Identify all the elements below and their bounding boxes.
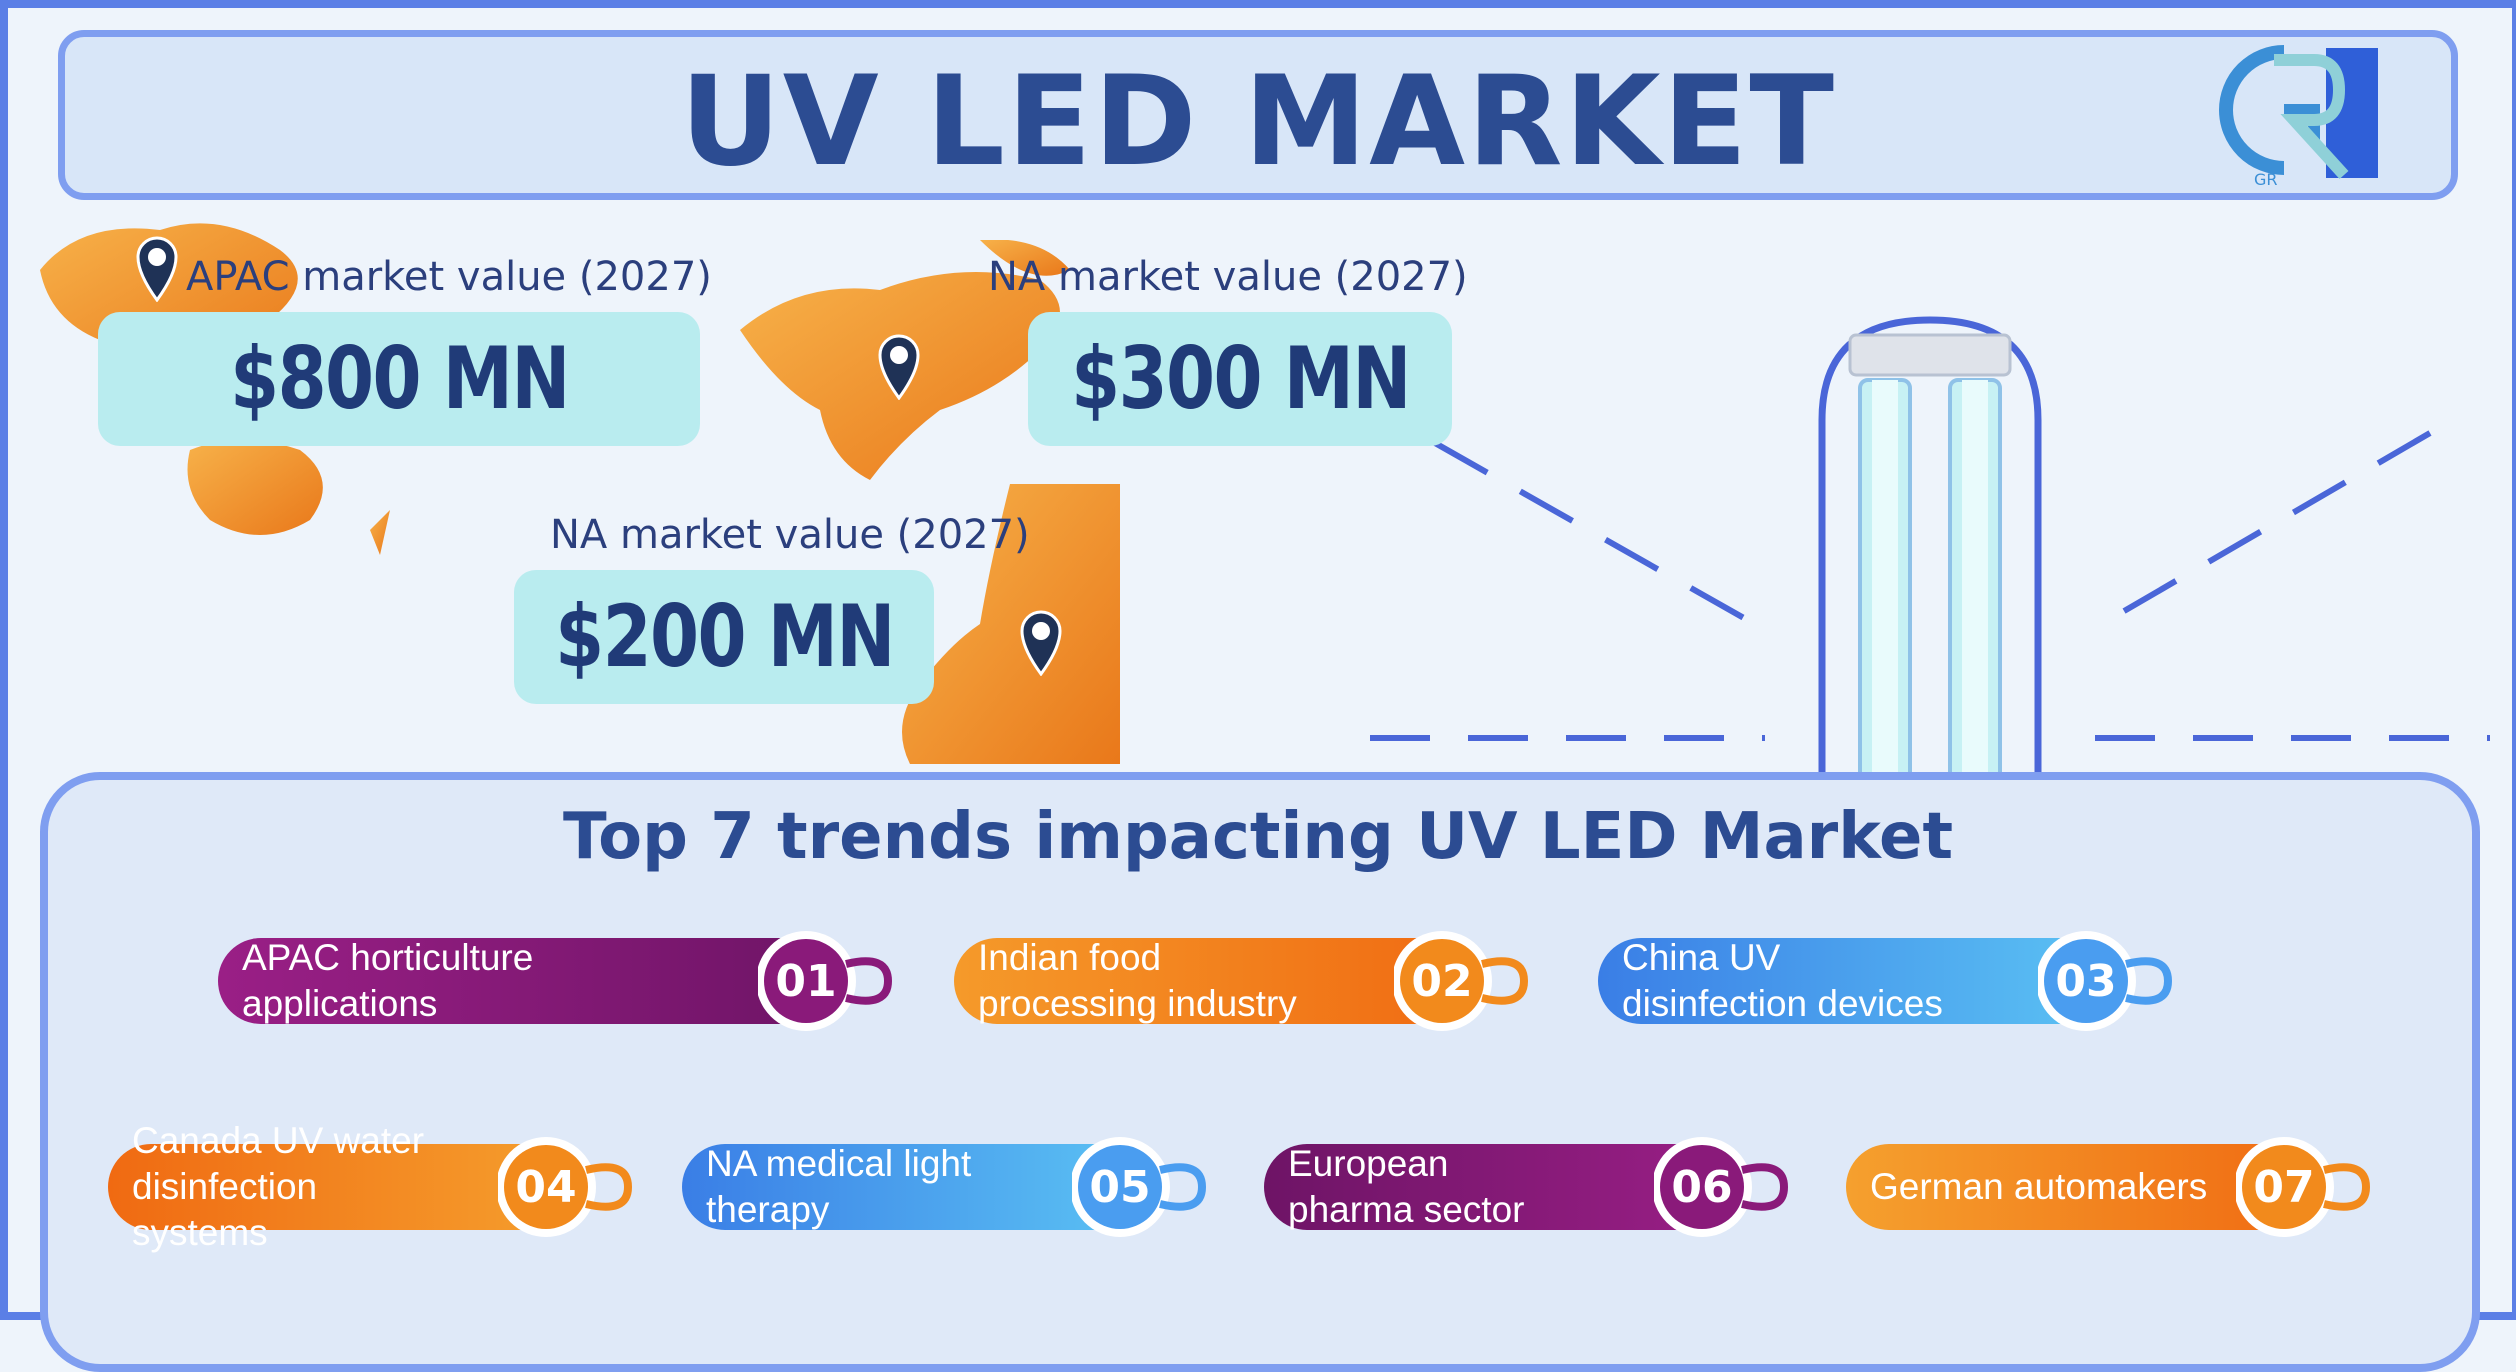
apac-market-label: APAC market value (2027): [186, 254, 712, 300]
trend-item-07: German automakers 07: [1846, 1137, 2406, 1237]
europe-market-label: NA market value (2027): [550, 512, 1030, 558]
trends-panel: [40, 772, 2480, 1372]
trend-badge: 04: [496, 1130, 668, 1244]
trend-text: China UV disinfection devices: [1622, 937, 1943, 1024]
na-value-box: $300 MN: [1028, 312, 1452, 446]
trend-text: Canada UV water disinfection systems: [132, 1120, 425, 1253]
trend-bar: China UV disinfection devices: [1598, 937, 2118, 1024]
trend-item-05: NA medical light therapy 05: [682, 1137, 1242, 1237]
europe-market-value: $200 MN: [554, 587, 895, 687]
apac-value-box: $800 MN: [98, 312, 700, 446]
europe-map-image: [902, 484, 1120, 764]
trend-bar: NA medical light therapy: [682, 1143, 1152, 1230]
trend-item-01: APAC horticulture applications 01: [218, 931, 928, 1031]
trend-number: 01: [775, 956, 837, 1007]
trend-item-02: Indian food processing industry 02: [954, 931, 1564, 1031]
trend-number: 05: [1089, 1162, 1151, 1213]
trend-badge: 01: [756, 924, 928, 1038]
company-logo: GR: [2219, 45, 2378, 189]
na-market-label: NA market value (2027): [988, 254, 1468, 300]
europe-location-pin-icon: [1020, 610, 1062, 676]
trend-item-06: European pharma sector 06: [1264, 1137, 1824, 1237]
trend-number: 03: [2055, 956, 2117, 1007]
trend-number: 02: [1411, 956, 1473, 1007]
europe-value-box: $200 MN: [514, 570, 934, 704]
trend-text: German automakers: [1870, 1166, 2208, 1207]
trend-item-03: China UV disinfection devices 03: [1598, 931, 2208, 1031]
trend-badge: 07: [2234, 1130, 2406, 1244]
trend-badge: 02: [1392, 924, 1564, 1038]
na-market-value: $300 MN: [1070, 329, 1411, 429]
trend-text: European pharma sector: [1288, 1143, 1525, 1230]
page-title: UV LED MARKET: [680, 50, 1836, 194]
trend-item-04: Canada UV water disinfection systems 04: [108, 1120, 668, 1253]
trends-title: Top 7 trends impacting UV LED Market: [562, 800, 1954, 874]
trend-badge: 03: [2036, 924, 2208, 1038]
trend-badge: 05: [1070, 1130, 1242, 1244]
title-banner: UV LED MARKET: [58, 30, 2458, 200]
trend-number: 06: [1671, 1162, 1733, 1213]
trend-bar: APAC horticulture applications: [218, 937, 838, 1024]
trend-number: 07: [2253, 1162, 2315, 1213]
trend-text: APAC horticulture applications: [242, 937, 534, 1024]
apac-market-value: $800 MN: [229, 329, 570, 429]
trend-badge: 06: [1652, 1130, 1824, 1244]
trend-number: 04: [515, 1162, 577, 1213]
trend-bar: Indian food processing industry: [954, 937, 1474, 1024]
apac-location-pin-icon: [136, 236, 178, 302]
trend-text: NA medical light therapy: [706, 1143, 972, 1230]
trend-text: Indian food processing industry: [978, 937, 1297, 1024]
svg-text:GR: GR: [2254, 170, 2278, 189]
north-america-location-pin-icon: [878, 334, 920, 400]
